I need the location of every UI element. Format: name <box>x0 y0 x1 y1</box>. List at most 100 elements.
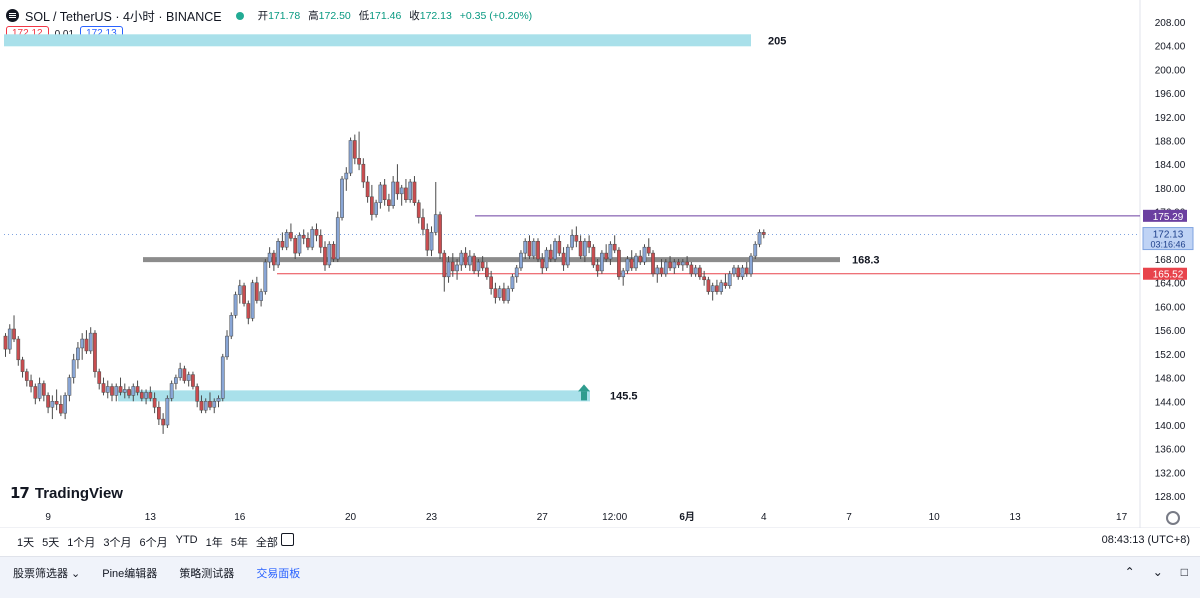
candle-body[interactable] <box>591 246 596 266</box>
candle-body[interactable] <box>642 246 647 263</box>
candle-body[interactable] <box>280 241 285 248</box>
candle-body[interactable] <box>122 389 127 393</box>
candle-body[interactable] <box>314 229 319 236</box>
candle-body[interactable] <box>757 232 762 245</box>
candle-body[interactable] <box>293 238 298 254</box>
candle-body[interactable] <box>229 315 234 337</box>
candle-body[interactable] <box>118 386 123 393</box>
candle-body[interactable] <box>659 267 664 275</box>
candle-body[interactable] <box>698 267 702 278</box>
candle-body[interactable] <box>497 288 502 298</box>
candle-body[interactable] <box>71 359 76 378</box>
candle-body[interactable] <box>195 386 200 402</box>
candle-body[interactable] <box>59 404 63 414</box>
candle-body[interactable] <box>740 267 745 278</box>
candle-body[interactable] <box>710 285 715 292</box>
candle-body[interactable] <box>587 241 591 248</box>
candle-body[interactable] <box>429 232 434 251</box>
candle-body[interactable] <box>502 288 506 301</box>
candle-body[interactable] <box>263 261 268 292</box>
candle-body[interactable] <box>663 261 668 275</box>
candle-body[interactable] <box>50 401 55 408</box>
candle-body[interactable] <box>110 386 114 396</box>
price-chart[interactable]: 128.00 132.00 136.00 140.00 144.00 148.00 152.… <box>0 0 1200 528</box>
candle-body[interactable] <box>416 202 421 218</box>
candle-body[interactable] <box>101 383 106 393</box>
candle-body[interactable] <box>93 332 97 372</box>
candle-body[interactable] <box>199 401 204 411</box>
candle-body[interactable] <box>267 252 272 263</box>
candle-body[interactable] <box>88 332 93 352</box>
candle-body[interactable] <box>37 383 42 399</box>
level-line-168[interactable] <box>143 257 840 263</box>
candle-body[interactable] <box>450 261 455 272</box>
range-button[interactable]: 1年 <box>205 537 223 549</box>
candle-body[interactable] <box>732 267 736 275</box>
candle-body[interactable] <box>114 386 119 396</box>
candle-body[interactable] <box>557 241 562 254</box>
candle-body[interactable] <box>395 181 400 195</box>
candle-body[interactable] <box>203 401 208 411</box>
candle-body[interactable] <box>476 261 481 272</box>
range-button[interactable]: 1个月 <box>67 537 96 549</box>
candle-body[interactable] <box>16 338 21 361</box>
candle-body[interactable] <box>152 398 157 408</box>
candle-body[interactable] <box>357 158 361 165</box>
candle-body[interactable] <box>212 401 217 408</box>
support-zone-145[interactable] <box>118 390 590 402</box>
candle-body[interactable] <box>7 328 12 350</box>
candle-body[interactable] <box>685 261 689 266</box>
candle-body[interactable] <box>348 140 353 174</box>
candle-body[interactable] <box>144 392 148 399</box>
candle-body[interactable] <box>595 264 600 272</box>
candle-body[interactable] <box>736 267 741 278</box>
candle-body[interactable] <box>408 181 413 201</box>
maximize-panel-icon[interactable]: □ <box>1180 565 1188 579</box>
candle-body[interactable] <box>387 199 391 206</box>
candle-body[interactable] <box>41 383 46 396</box>
candle-body[interactable] <box>378 184 383 203</box>
candle-body[interactable] <box>335 217 340 260</box>
candle-body[interactable] <box>340 178 344 218</box>
candle-body[interactable] <box>148 392 153 399</box>
candle-body[interactable] <box>272 252 276 266</box>
candle-body[interactable] <box>63 395 67 414</box>
candle-body[interactable] <box>715 285 719 292</box>
candle-body[interactable] <box>617 249 621 278</box>
candle-body[interactable] <box>127 389 131 396</box>
candle-body[interactable] <box>506 288 511 301</box>
candle-body[interactable] <box>706 279 711 292</box>
panel-tab[interactable]: 股票筛选器 ⌄ <box>13 568 81 580</box>
candle-body[interactable] <box>510 276 515 289</box>
candle-body[interactable] <box>548 249 553 260</box>
candle-body[interactable] <box>169 383 174 399</box>
candle-body[interactable] <box>519 252 523 269</box>
candle-body[interactable] <box>310 229 315 248</box>
candle-body[interactable] <box>237 285 242 295</box>
candle-body[interactable] <box>284 232 289 248</box>
range-button[interactable]: 全部 <box>255 537 278 549</box>
candle-body[interactable] <box>361 163 366 183</box>
candle-body[interactable] <box>523 241 528 254</box>
candle-body[interactable] <box>370 196 374 215</box>
candle-body[interactable] <box>455 264 459 272</box>
candle-body[interactable] <box>583 241 587 257</box>
candle-body[interactable] <box>438 214 442 254</box>
candle-body[interactable] <box>565 246 570 266</box>
candle-body[interactable] <box>306 238 310 248</box>
candle-body[interactable] <box>672 261 677 269</box>
candle-body[interactable] <box>668 261 672 269</box>
candle-body[interactable] <box>157 406 161 420</box>
candle-body[interactable] <box>744 267 749 275</box>
symbol-title[interactable]: SOL / TetherUS · 4小时 · BINANCE <box>25 10 222 24</box>
candle-body[interactable] <box>242 285 246 304</box>
candle-body[interactable] <box>702 276 706 281</box>
date-range-icon[interactable] <box>281 533 294 546</box>
panel-tab[interactable]: 策略测试器 <box>179 568 235 580</box>
candle-body[interactable] <box>20 359 25 372</box>
candle-body[interactable] <box>331 243 336 260</box>
candle-body[interactable] <box>220 356 225 399</box>
candle-body[interactable] <box>12 328 16 340</box>
candle-body[interactable] <box>655 267 660 275</box>
candle-body[interactable] <box>693 267 698 275</box>
